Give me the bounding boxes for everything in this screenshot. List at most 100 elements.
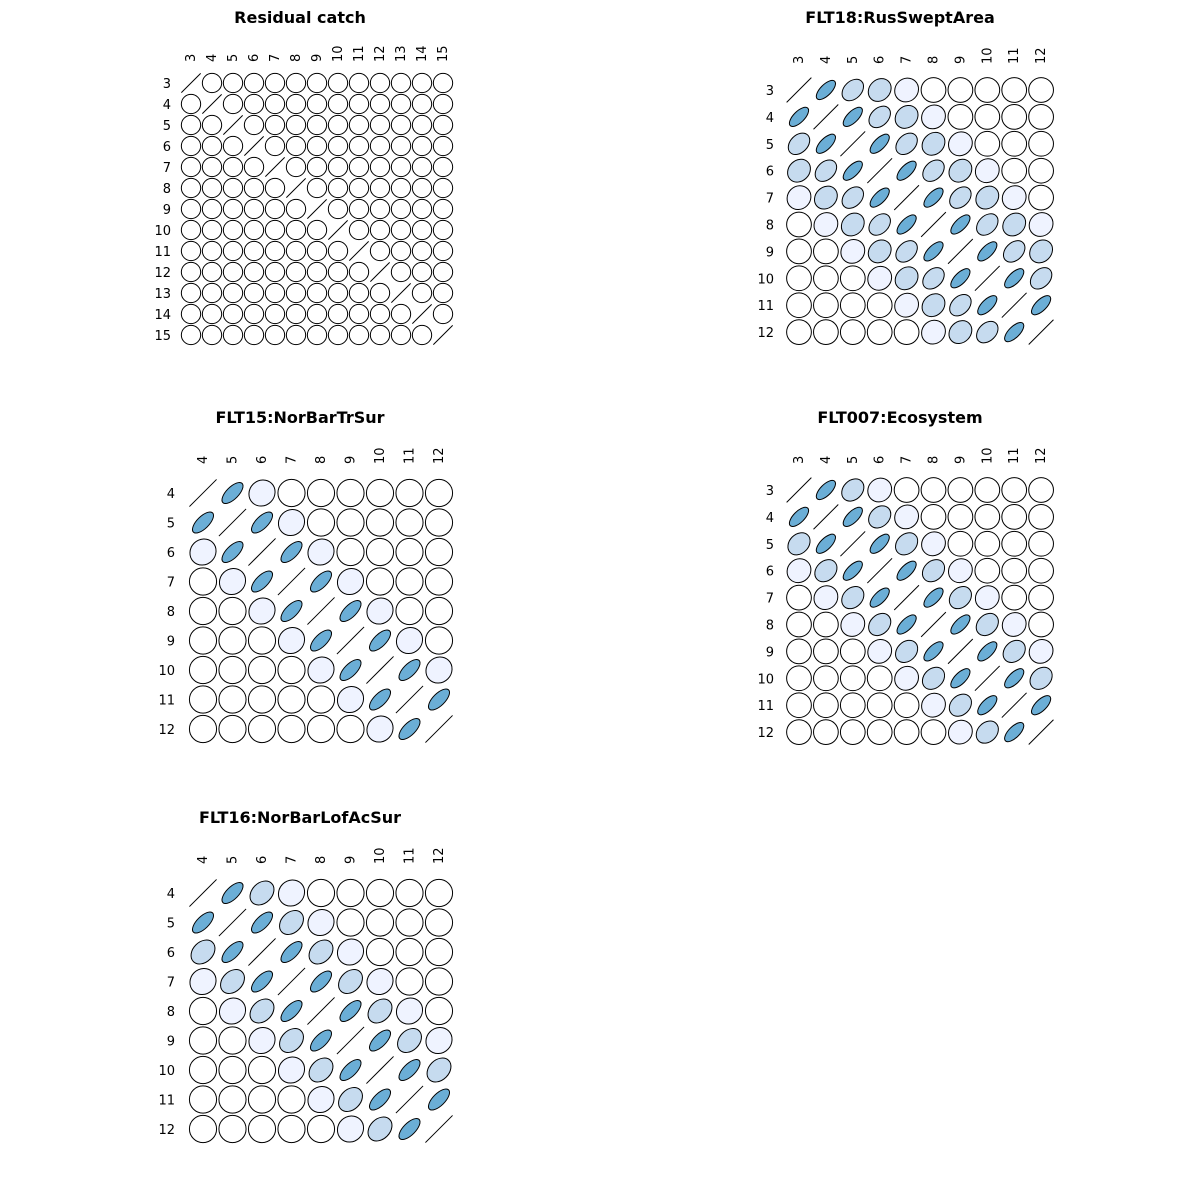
correlation-ellipse (180, 156, 202, 178)
row-label: 9 (167, 1035, 175, 1050)
col-label: 9 (344, 856, 359, 864)
correlation-ellipse (813, 692, 839, 719)
correlation-ellipse (180, 240, 202, 262)
row-label: 4 (167, 887, 175, 902)
correlation-ellipse (921, 293, 946, 318)
correlation-ellipse (869, 533, 890, 554)
correlation-ellipse (395, 508, 424, 537)
correlation-ellipse (1001, 612, 1027, 637)
correlation-ellipse (395, 478, 424, 508)
correlation-ellipse (201, 219, 223, 241)
correlation-ellipse (188, 996, 218, 1026)
correlation-ellipse (188, 626, 218, 655)
correlation-ellipse (250, 511, 274, 534)
correlation-ellipse (277, 685, 306, 714)
correlation-ellipse (920, 77, 947, 103)
row-label: 6 (766, 565, 774, 580)
correlation-ellipse (307, 908, 335, 937)
diagonal-line (947, 238, 974, 265)
correlation-ellipse (285, 303, 307, 325)
col-label: 9 (953, 456, 968, 464)
panel-title-flt15: FLT15:NorBarTrSur (215, 408, 384, 427)
correlation-ellipse (411, 177, 433, 199)
correlation-ellipse (222, 72, 244, 94)
correlation-ellipse (949, 293, 972, 317)
correlation-ellipse (896, 614, 917, 635)
correlation-ellipse (243, 93, 265, 115)
correlation-ellipse (327, 135, 349, 157)
correlation-ellipse (1028, 212, 1054, 237)
correlation-ellipse (248, 479, 276, 507)
correlation-ellipse (974, 557, 1001, 584)
diagonal-line (248, 538, 276, 566)
col-label: 9 (953, 56, 968, 64)
col-label: 11 (403, 847, 418, 864)
correlation-ellipse (336, 1115, 365, 1143)
diagonal-line (1001, 292, 1027, 318)
correlation-ellipse (894, 266, 919, 291)
correlation-ellipse (201, 261, 223, 283)
correlation-ellipse (1028, 530, 1054, 557)
correlation-ellipse (841, 478, 865, 502)
correlation-ellipse (432, 156, 454, 178)
row-label: 8 (163, 182, 171, 197)
correlation-ellipse (786, 558, 812, 584)
correlation-ellipse (390, 198, 412, 220)
correlation-ellipse (348, 72, 370, 94)
correlation-ellipse (411, 156, 433, 178)
correlation-ellipse (427, 688, 451, 711)
diagonal-line (840, 531, 866, 557)
correlation-ellipse (923, 587, 944, 608)
correlation-ellipse (1028, 77, 1054, 103)
correlation-ellipse (327, 240, 349, 262)
correlation-ellipse (285, 240, 307, 262)
correlation-ellipse (390, 93, 412, 115)
correlation-ellipse (338, 969, 363, 994)
correlation-ellipse (1028, 638, 1054, 664)
correlation-ellipse (786, 292, 812, 319)
diagonal-line (974, 265, 1001, 292)
correlation-ellipse (306, 508, 336, 537)
correlation-ellipse (277, 655, 306, 685)
diagonal-line (813, 504, 839, 530)
correlation-ellipse (368, 1029, 392, 1052)
correlation-ellipse (222, 198, 244, 220)
correlation-ellipse (180, 93, 202, 115)
row-label: 7 (766, 592, 774, 607)
correlation-ellipse (1028, 504, 1054, 530)
correlation-ellipse (895, 639, 919, 663)
correlation-ellipse (397, 1028, 422, 1053)
correlation-ellipse (348, 219, 370, 241)
correlation-ellipse (366, 967, 394, 996)
row-label: 7 (167, 576, 175, 591)
row-label: 10 (757, 272, 774, 287)
correlation-ellipse (264, 135, 286, 157)
correlation-ellipse (249, 998, 275, 1024)
correlation-ellipse (201, 240, 223, 262)
col-label: 14 (415, 45, 430, 62)
correlation-ellipse (894, 292, 920, 318)
correlation-ellipse (285, 219, 307, 241)
correlation-ellipse (369, 198, 391, 220)
correlation-ellipse (839, 292, 866, 319)
col-label: 10 (373, 847, 388, 864)
col-label: 10 (980, 447, 995, 464)
correlation-ellipse (188, 685, 218, 714)
correlation-ellipse (977, 241, 998, 262)
diagonal-line (432, 324, 454, 346)
correlation-ellipse (923, 641, 944, 662)
diagonal-line (974, 665, 1001, 692)
correlation-ellipse (307, 538, 335, 566)
correlation-ellipse (1001, 584, 1028, 611)
correlation-ellipse (424, 996, 454, 1026)
col-label: 6 (873, 56, 888, 64)
correlation-ellipse (950, 268, 971, 289)
diagonal-line (813, 104, 839, 130)
correlation-ellipse (788, 506, 810, 527)
panel-flt007-ecosystem: 3 4 5 6 7 8 9 10 11 12 3 4 5 6 7 8 9 10 11 12 (757, 447, 1054, 745)
diagonal-line (218, 508, 247, 537)
correlation-ellipse (264, 219, 286, 241)
row-label: 7 (163, 161, 171, 176)
correlation-ellipse (348, 198, 370, 220)
correlation-ellipse (398, 1058, 421, 1082)
